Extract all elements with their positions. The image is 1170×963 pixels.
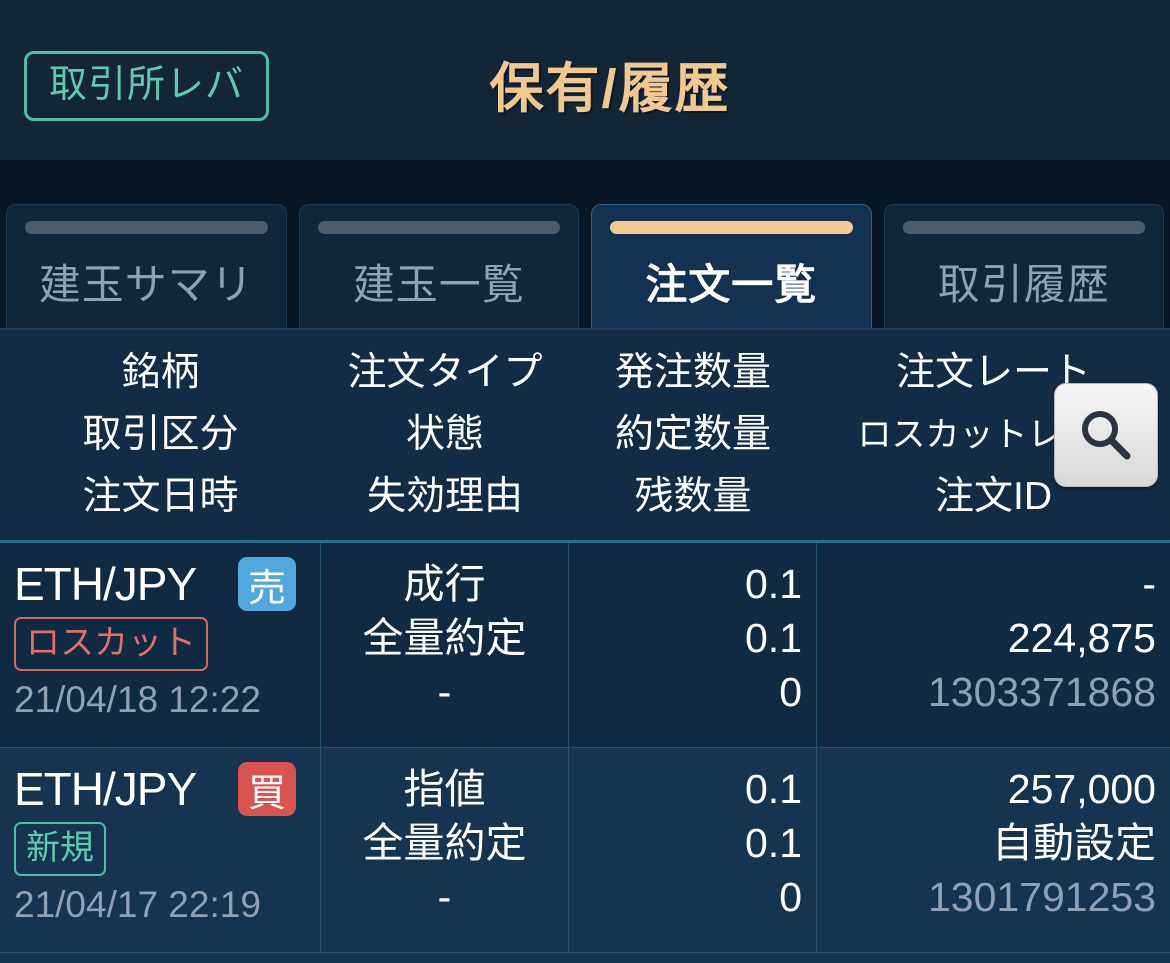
column-header-order-type: 注文タイプ 状態 失効理由 — [321, 342, 569, 528]
page-title: 保有/履歴 — [489, 59, 731, 119]
column-header-line: 注文日時 — [82, 475, 239, 518]
order-type: 成行 — [403, 561, 486, 607]
losscut-rate: 自動設定 — [992, 820, 1156, 866]
tab-position-list[interactable]: 建玉一覧 — [298, 204, 579, 328]
symbol-label: ETH/JPY — [14, 763, 197, 815]
trade-category-tag: 新規 — [14, 822, 106, 876]
list-bottom-area — [0, 953, 1170, 963]
order-status: 全量約定 — [362, 820, 527, 866]
order-rate: - — [1142, 561, 1156, 607]
trade-category-tag: ロスカット — [14, 617, 208, 671]
tab-trade-history[interactable]: 取引履歴 — [883, 204, 1164, 328]
search-button[interactable] — [1054, 383, 1158, 487]
column-header-line: 状態 — [405, 413, 484, 456]
order-type: 指値 — [403, 766, 486, 812]
order-quantity: 0.1 — [745, 766, 802, 812]
tab-label: 取引履歴 — [937, 260, 1110, 308]
tab-order-list[interactable]: 注文一覧 — [591, 204, 872, 328]
row-quantity-cell: 0.1 0.1 0 — [569, 748, 817, 952]
order-datetime: 21/04/18 12:22 — [14, 679, 261, 720]
column-header-symbol: 銘柄 取引区分 注文日時 — [0, 342, 321, 528]
order-status: 全量約定 — [362, 615, 527, 661]
order-datetime: 21/04/17 22:19 — [14, 884, 261, 925]
tab-indicator-bar — [902, 221, 1145, 234]
column-header-line: 銘柄 — [121, 351, 200, 394]
filled-quantity: 0.1 — [745, 615, 802, 661]
row-rate-cell: 257,000 自動設定 1301791253 — [817, 748, 1170, 952]
tab-label: 建玉一覧 — [352, 260, 525, 308]
tab-label: 建玉サマリ — [38, 260, 254, 308]
table-row[interactable]: ETH/JPY 買 新規 21/04/17 22:19 指値 全量約定 - 0.… — [0, 748, 1170, 953]
symbol-line: ETH/JPY 買 — [14, 762, 306, 816]
remaining-quantity: 0 — [779, 874, 802, 920]
row-symbol-cell: ETH/JPY 買 新規 21/04/17 22:19 — [0, 748, 321, 952]
filled-quantity: 0.1 — [745, 820, 802, 866]
order-quantity: 0.1 — [745, 561, 802, 607]
row-quantity-cell: 0.1 0.1 0 — [569, 543, 817, 747]
tab-indicator-bar — [317, 221, 560, 234]
side-badge-sell: 売 — [238, 557, 296, 611]
column-header-line: 残数量 — [634, 475, 752, 518]
table-header: 銘柄 取引区分 注文日時 注文タイプ 状態 失効理由 発注数量 約定数量 残数量… — [0, 328, 1170, 543]
tab-position-summary[interactable]: 建玉サマリ — [6, 204, 287, 328]
exchange-mode-chip[interactable]: 取引所レバ — [24, 51, 270, 121]
row-rate-cell: - 224,875 1303371868 — [817, 543, 1170, 747]
row-order-type-cell: 成行 全量約定 - — [321, 543, 569, 747]
side-badge-buy: 買 — [238, 762, 296, 816]
column-header-line: 発注数量 — [614, 351, 771, 394]
order-id: 1303371868 — [927, 669, 1156, 715]
invalid-reason: - — [437, 669, 452, 715]
remaining-quantity: 0 — [779, 669, 802, 715]
symbol-label: ETH/JPY — [14, 558, 197, 610]
table-row[interactable]: ETH/JPY 売 ロスカット 21/04/18 12:22 成行 全量約定 -… — [0, 543, 1170, 748]
losscut-rate: 224,875 — [1007, 615, 1156, 661]
column-header-line: 注文タイプ — [347, 351, 543, 394]
row-order-type-cell: 指値 全量約定 - — [321, 748, 569, 952]
symbol-line: ETH/JPY 売 — [14, 557, 306, 611]
app-header: 取引所レバ 保有/履歴 — [0, 0, 1170, 160]
tab-label: 注文一覧 — [645, 260, 818, 308]
invalid-reason: - — [437, 874, 452, 920]
column-header-line: 失効理由 — [366, 475, 523, 518]
column-header-line: 注文ID — [934, 475, 1052, 518]
tab-indicator-bar — [25, 221, 268, 234]
order-rate: 257,000 — [1007, 766, 1156, 812]
row-symbol-cell: ETH/JPY 売 ロスカット 21/04/18 12:22 — [0, 543, 321, 747]
column-header-quantity: 発注数量 約定数量 残数量 — [569, 342, 817, 528]
tab-indicator-bar-active — [610, 221, 853, 234]
column-header-line: 取引区分 — [82, 413, 239, 456]
tab-bar: 建玉サマリ 建玉一覧 注文一覧 取引履歴 — [0, 160, 1170, 328]
column-header-line: 約定数量 — [614, 413, 771, 456]
search-icon — [1082, 411, 1131, 460]
order-id: 1301791253 — [927, 874, 1156, 920]
